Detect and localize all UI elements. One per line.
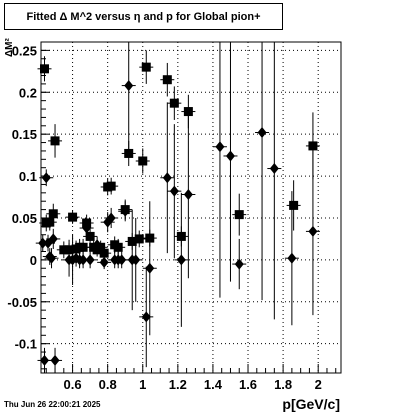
square-marker [169, 98, 179, 108]
square-marker [308, 141, 318, 151]
y-tick-label: 0.1 [19, 169, 37, 184]
y-tick-label: 0 [30, 253, 37, 268]
y-tick-label: 0.05 [12, 211, 37, 226]
y-tick-label: -0.1 [15, 337, 37, 352]
diamond-marker [120, 205, 130, 217]
y-tick-label: 0.15 [12, 127, 37, 142]
diamond-marker [99, 256, 109, 268]
diamond-marker [41, 172, 51, 184]
square-marker [289, 200, 299, 210]
tick-labels: 0.6 0.8 1 1.2 1.4 1.6 1.8 2 -0.1 -0.05 0 0.05 0.1 0.1… [7, 43, 321, 392]
square-marker [85, 231, 95, 241]
x-tick-label: 0.8 [99, 377, 117, 392]
square-marker [40, 64, 50, 74]
diamond-marker [269, 163, 279, 175]
diamond-marker [50, 354, 60, 366]
diamond-marker [145, 262, 155, 274]
square-marker [106, 181, 116, 191]
plot-frame [40, 41, 342, 374]
x-tick-label: 1.8 [274, 377, 292, 392]
diamond-marker [234, 258, 244, 270]
square-marker [64, 245, 74, 255]
x-axis-label: p[GeV/c] [282, 396, 340, 412]
diamond-marker [48, 233, 58, 245]
diamond-marker [82, 222, 92, 234]
square-marker [96, 242, 106, 252]
square-marker [162, 75, 172, 85]
square-marker [78, 242, 88, 252]
x-tick-label: 2 [315, 377, 322, 392]
diamond-marker [124, 80, 134, 92]
square-marker [50, 136, 60, 146]
diamond-marker [92, 239, 102, 251]
square-marker [134, 234, 144, 244]
square-marker [113, 242, 123, 252]
diamond-marker [47, 252, 57, 264]
diamond-marker [257, 127, 267, 139]
diamond-marker [131, 254, 141, 266]
x-tick-label: 1.4 [204, 377, 223, 392]
square-marker [141, 62, 151, 72]
square-marker [99, 248, 109, 258]
square-marker [68, 212, 78, 222]
diamond-marker [176, 254, 186, 266]
diamond-marker [85, 254, 95, 266]
square-marker [176, 231, 186, 241]
diamond-marker [117, 254, 127, 266]
square-marker [234, 210, 244, 220]
diamond-marker [308, 225, 318, 237]
square-marker [124, 148, 134, 158]
square-marker [127, 236, 137, 246]
square-marker [59, 245, 69, 255]
x-tick-label: 0.6 [64, 377, 82, 392]
diamond-marker [215, 141, 225, 153]
datestamp: Thu Jun 26 22:00:21 2025 [4, 400, 101, 409]
diamond-marker [106, 212, 116, 224]
x-tick-label: 1.6 [239, 377, 257, 392]
square-marker [145, 233, 155, 243]
error-bars [35, 42, 320, 373]
square-marker [45, 217, 55, 227]
y-tick-label: 0.2 [19, 85, 37, 100]
diamond-marker [141, 311, 151, 323]
y-tick-label: -0.05 [7, 295, 37, 310]
x-tick-label: 1.2 [169, 377, 187, 392]
axis-ticks [41, 41, 337, 373]
diamond-marker [287, 252, 297, 264]
diamond-marker [162, 172, 172, 184]
chart-title: Fitted Δ M^2 versus η and p for Global p… [4, 3, 283, 30]
diamond-marker [78, 254, 88, 266]
x-tick-label: 1 [139, 377, 146, 392]
data-markers [38, 62, 318, 366]
square-marker [183, 107, 193, 117]
diamond-marker [225, 150, 235, 162]
diamond-marker [183, 189, 193, 201]
square-marker [138, 156, 148, 166]
diamond-marker [169, 185, 179, 197]
y-tick-label: 0.25 [12, 43, 37, 58]
square-marker [48, 209, 58, 219]
